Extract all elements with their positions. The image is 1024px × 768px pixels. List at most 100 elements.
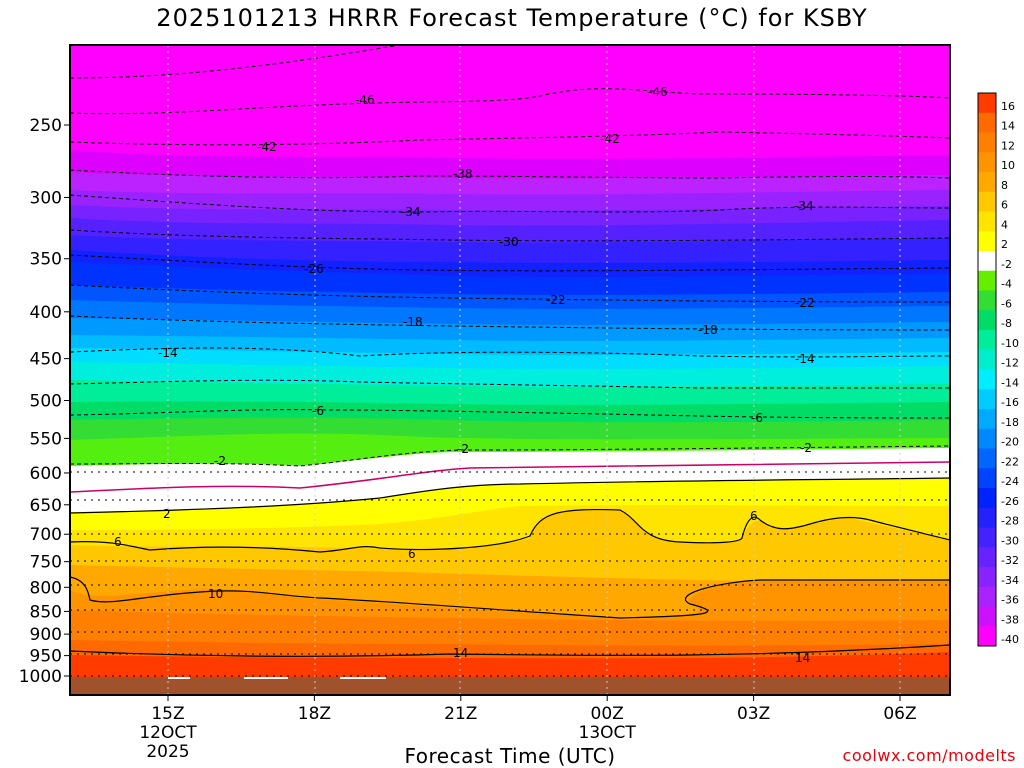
x-tick-label: 03Z xyxy=(737,704,770,724)
contour-label: -14 xyxy=(795,352,815,366)
contour-label: -34 xyxy=(401,205,421,219)
colorbar-label: 14 xyxy=(1001,120,1015,133)
y-tick-label: 550 xyxy=(30,429,62,449)
y-tick-label: 700 xyxy=(30,525,62,545)
vertical-gridlines xyxy=(167,45,901,695)
colorbar-swatch xyxy=(978,270,996,291)
colorbar-label: -20 xyxy=(1001,436,1019,449)
contour-label: 6 xyxy=(114,535,122,549)
colorbar-swatch xyxy=(978,389,996,410)
contour-label-group: -46 -46 -42 -42 -38 -34 -34 -30 -26 -22 … xyxy=(114,85,815,665)
colorbar-swatch xyxy=(978,586,996,607)
x-tick-label: 00Z xyxy=(591,704,624,724)
contour-label: 14 xyxy=(453,646,468,660)
colorbar-swatch xyxy=(978,488,996,509)
colorbar-swatch xyxy=(978,369,996,390)
contour-label: -14 xyxy=(158,346,178,360)
plot-frame xyxy=(69,44,951,696)
colorbar-label: -14 xyxy=(1001,376,1019,389)
source-credit: coolwx.com/modelts xyxy=(842,746,1016,765)
y-tick-label: 1000 xyxy=(19,667,62,687)
isotherm-lines xyxy=(70,45,950,679)
colorbar-swatch xyxy=(978,606,996,627)
colorbar-label: -12 xyxy=(1001,357,1019,370)
colorbar-swatch xyxy=(978,152,996,173)
colorbar-label: 4 xyxy=(1001,218,1008,231)
x-tick-date: 13OCT xyxy=(579,723,637,743)
colorbar-swatch xyxy=(978,191,996,212)
y-tick-label: 350 xyxy=(30,250,62,270)
colorbar-swatch xyxy=(978,172,996,193)
colorbar-label: -26 xyxy=(1001,495,1019,508)
colorbar-swatch xyxy=(978,290,996,311)
colorbar-label: 2 xyxy=(1001,238,1008,251)
colorbar-swatch xyxy=(978,93,996,114)
colorbar-swatch xyxy=(978,349,996,370)
y-tick-label: 400 xyxy=(30,303,62,323)
y-tick-label: 800 xyxy=(30,578,62,598)
contour-label: -46 xyxy=(355,93,375,107)
contour-label: -2 xyxy=(800,441,812,455)
colorbar-swatch xyxy=(978,547,996,568)
colorbar-swatch xyxy=(978,626,996,647)
colorbar-label: -30 xyxy=(1001,534,1019,547)
contour-label: -42 xyxy=(257,140,277,154)
contour-label: -6 xyxy=(751,411,763,425)
colorbar-label: -16 xyxy=(1001,396,1019,409)
colorbar-swatch xyxy=(978,527,996,548)
x-tick-label: 18Z xyxy=(298,704,331,724)
temperature-bands xyxy=(70,45,950,695)
colorbar-swatch xyxy=(978,409,996,430)
y-tick-label: 650 xyxy=(30,496,62,516)
contour-label: -42 xyxy=(600,132,620,146)
contour-label: -26 xyxy=(304,262,324,276)
colorbar-swatch xyxy=(978,231,996,252)
contour-label: -22 xyxy=(546,293,566,307)
x-axis-label: Forecast Time (UTC) xyxy=(404,744,616,768)
contour-label: -2 xyxy=(214,454,226,468)
colorbar-label: -24 xyxy=(1001,475,1019,488)
colorbar-label: -4 xyxy=(1001,278,1012,291)
contour-label: 14 xyxy=(795,651,810,665)
colorbar-label: -2 xyxy=(1001,258,1012,271)
colorbar-label: 6 xyxy=(1001,199,1008,212)
x-tick-label: 06Z xyxy=(883,704,916,724)
colorbar-swatch xyxy=(978,468,996,489)
colorbar-label: -34 xyxy=(1001,574,1019,587)
y-tick-label: 850 xyxy=(30,602,62,622)
y-tick-label: 950 xyxy=(30,647,62,667)
colorbar-swatch xyxy=(978,448,996,469)
colorbar-label: -8 xyxy=(1001,317,1012,330)
x-tick-date: 12OCT xyxy=(139,723,197,743)
colorbar-frame xyxy=(977,92,997,647)
x-tick-year: 2025 xyxy=(146,742,189,762)
colorbar-swatch xyxy=(978,211,996,232)
colorbar-label: 10 xyxy=(1001,159,1015,172)
colorbar-swatch xyxy=(978,251,996,272)
colorbar-swatch xyxy=(978,567,996,588)
y-tick-label: 900 xyxy=(30,625,62,645)
colorbar-label: -38 xyxy=(1001,613,1019,626)
colorbar-label: 8 xyxy=(1001,179,1008,192)
colorbar-label: -6 xyxy=(1001,297,1012,310)
contour-label: -22 xyxy=(795,296,815,310)
x-tick-label: 15Z xyxy=(151,704,184,724)
contour-label: -18 xyxy=(403,315,423,329)
colorbar-swatch xyxy=(978,330,996,351)
colorbar-swatch xyxy=(978,507,996,528)
contour-label: -34 xyxy=(794,199,814,213)
contour-label: 2 xyxy=(163,507,171,521)
y-tick-label: 250 xyxy=(30,116,62,136)
colorbar-label: -28 xyxy=(1001,515,1019,528)
contour-label: -46 xyxy=(648,85,668,99)
colorbar-label: 12 xyxy=(1001,139,1015,152)
colorbar-swatch xyxy=(978,112,996,133)
colorbar-label: -22 xyxy=(1001,455,1019,468)
y-tick-label: 450 xyxy=(30,350,62,370)
contour-label: -2 xyxy=(457,442,469,456)
contour-label: -18 xyxy=(698,323,718,337)
y-tick-label: 750 xyxy=(30,553,62,573)
colorbar-label: 16 xyxy=(1001,100,1015,113)
colorbar-label: -36 xyxy=(1001,594,1019,607)
